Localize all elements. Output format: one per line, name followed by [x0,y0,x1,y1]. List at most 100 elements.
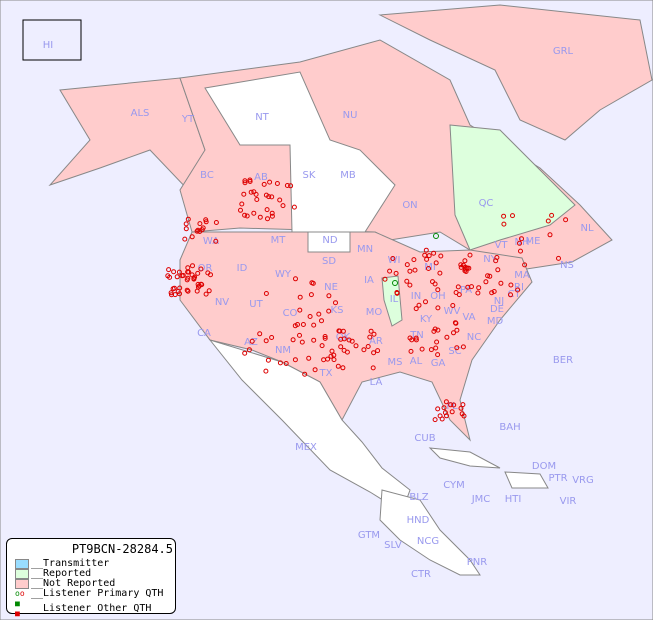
region-label-nl: NL [580,223,593,234]
listener-marker [371,331,377,337]
listener-marker [404,278,410,284]
legend-transmitter: __Transmitter [15,559,109,569]
region-label-me: ME [526,236,541,247]
region-label-ptr: PTR [548,473,567,484]
listener-marker [322,335,328,341]
legend-not-reported: __Not Reported [15,579,115,589]
listener-marker [483,279,489,285]
listener-marker [454,327,460,333]
listener-marker [449,409,455,415]
region-label-cym: CYM [443,480,465,491]
listener-marker [441,405,447,411]
listener-marker [329,348,335,354]
listener-marker [293,276,298,282]
listener-marker [190,263,195,269]
region-label-id: ID [237,263,248,274]
listener-marker [508,282,514,288]
region-label-dom: DOM [532,461,556,472]
listener-marker [365,344,371,349]
region-label-sc: SC [448,346,461,357]
listener-marker [431,250,437,256]
listener-marker [283,361,289,366]
region-label-vt: VT [495,240,509,251]
listener-marker [408,348,414,354]
listener-marker [493,258,499,264]
region-label-mo: MO [366,307,383,318]
listener-marker [312,367,318,373]
listener-marker [371,350,377,356]
listener-marker [198,266,204,272]
hispaniola [504,471,549,489]
listener-marker [239,201,245,207]
listener-marker [333,300,338,306]
greenland [378,4,653,141]
listener-marker [416,302,422,308]
region-label-hi: HI [43,40,53,51]
region-label-nt: NT [255,112,269,123]
region-label-ny: NY [483,254,497,265]
listener-marker [194,288,200,294]
listener-marker [247,177,253,183]
region-label-qc: QC [479,198,494,209]
hawaii-inset [22,19,82,61]
listener-marker [432,417,438,423]
listener-marker [563,217,569,223]
listener-marker [177,291,182,297]
listener-marker [522,262,528,268]
region-label-de: DE [490,304,504,315]
listener-marker [331,352,337,358]
listener-marker [439,416,445,422]
listener-marker [422,252,428,258]
listener-marker [302,371,308,377]
listener-marker [361,347,367,353]
nt-sk-mb-unreported [204,71,396,233]
listener-marker [244,213,250,219]
region-label-ca: CA [197,328,211,339]
listener-marker [203,219,209,225]
listener-marker [340,328,346,334]
listener-marker [257,214,263,220]
listener-marker [349,338,355,344]
region-label-ma: MA [514,270,530,281]
listener-marker [435,352,441,358]
listener-marker [338,344,344,350]
listener-marker [431,328,437,334]
listener-marker [433,260,439,266]
listener-marker [498,280,504,286]
listener-marker [407,282,413,288]
region-label-ky: KY [420,314,433,325]
listener-marker [491,289,497,294]
listener-marker [423,247,429,253]
listener-marker [322,334,328,339]
listener-marker [185,275,191,281]
listener-marker [442,410,448,416]
region-label-ns: NS [560,260,574,271]
region-label-mex: MEX [295,442,317,453]
listener-marker [453,320,459,326]
listener-marker [435,287,441,293]
region-label-slv: SLV [384,540,402,551]
listener-marker [195,270,201,276]
legend-primary-qth: oo __Listener Primary QTH [15,589,163,599]
listener-marker [419,346,425,352]
listener-marker [475,290,481,296]
region-label-wa: WA [203,236,219,247]
listener-marker [438,253,444,259]
listener-marker [326,308,332,314]
listener-marker [460,262,466,268]
listener-marker [316,311,322,317]
listener-marker [213,220,219,225]
listener-marker [280,203,286,209]
listener-marker [426,266,431,271]
listener-marker [199,227,205,233]
listener-marker [299,339,305,345]
listener-marker [437,270,443,276]
listener-marker [307,314,313,319]
listener-marker [556,255,561,261]
region-label-ut: UT [249,299,263,310]
legend-label: __Not Reported [31,578,116,589]
listener-marker [462,258,468,264]
square-marker-icon: ■ ■ [15,599,20,618]
listener-marker [277,360,283,366]
listener-marker [176,269,182,275]
